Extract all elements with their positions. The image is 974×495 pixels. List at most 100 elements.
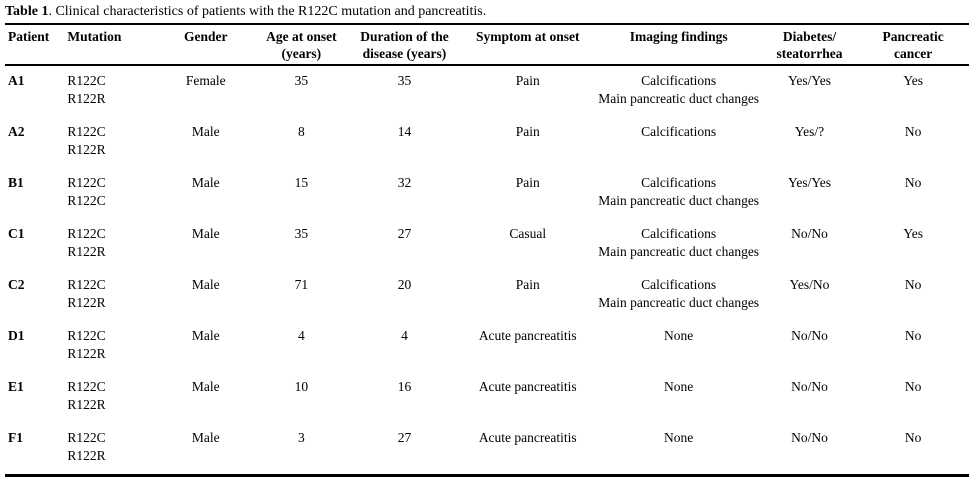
- column-header-line: cancer: [894, 46, 933, 61]
- cell-gender: Female: [185, 73, 226, 88]
- cell-imaging-line: Calcifications: [641, 124, 717, 139]
- cell-imaging-line: Calcifications: [641, 226, 717, 241]
- cell-cancer: Yes: [903, 73, 923, 88]
- cell-imaging: Calcifications Main pancreatic duct chang…: [596, 168, 762, 219]
- cell-duration: 14: [397, 124, 412, 139]
- cell-diabetes: No/No: [791, 328, 828, 343]
- table-row: D1 R122C R122R Male 4 4 Acute pancreatitis None…: [5, 321, 969, 372]
- cell-imaging: Calcifications Main pancreatic duct chang…: [596, 270, 762, 321]
- table-body: A1 R122C R122R Female 35 35 Pain Calcifications…: [5, 65, 969, 476]
- cell-gender: Male: [191, 430, 220, 445]
- cell-imaging-line: Calcifications: [641, 277, 717, 292]
- cell-imaging: Calcifications Main pancreatic duct chang…: [596, 65, 762, 117]
- table-row: C2 R122C R122R Male 71 20 Pain Calcifications Ma…: [5, 270, 969, 321]
- cell-mutation-line: R122R: [67, 448, 106, 463]
- cell-patient: A2: [8, 124, 25, 139]
- cell-cancer: No: [904, 430, 922, 445]
- cell-patient: D1: [8, 328, 25, 343]
- column-header-gender: Gender: [157, 25, 254, 66]
- cell-gender: Male: [191, 175, 220, 190]
- cell-mutation-line: R122R: [67, 346, 106, 361]
- cell-gender: Male: [191, 328, 220, 343]
- cell-cancer: Yes: [903, 226, 923, 241]
- cell-mutation-line: R122C: [67, 430, 106, 445]
- cell-symptom: Pain: [515, 175, 540, 190]
- cell-duration: 32: [397, 175, 412, 190]
- column-header-line: disease (years): [362, 46, 447, 61]
- column-header-symptom: Symptom at onset: [459, 25, 596, 66]
- column-header-line: Diabetes/: [782, 29, 837, 44]
- cell-mutation-line: R122R: [67, 91, 106, 106]
- cell-duration: 35: [397, 73, 412, 88]
- cell-mutation-line: R122C: [67, 379, 106, 394]
- cell-patient: B1: [8, 175, 24, 190]
- column-header-line: Imaging findings: [629, 29, 728, 44]
- cell-patient: E1: [8, 379, 24, 394]
- cell-symptom: Casual: [509, 226, 547, 241]
- cell-diabetes: Yes/No: [789, 277, 830, 292]
- column-header-line: Mutation: [67, 29, 122, 44]
- column-header-imaging: Imaging findings: [595, 25, 762, 66]
- clinical-characteristics-table: Patient Mutation Gender Age at onset (years)…: [5, 25, 969, 477]
- cell-imaging-line: Main pancreatic duct changes: [598, 91, 760, 106]
- cell-age_at_onset: 8: [297, 124, 305, 139]
- cell-cancer: No: [904, 379, 922, 394]
- table-caption: Table 1. Clinical characteristics of pat…: [5, 3, 969, 25]
- cell-cancer: No: [904, 277, 922, 292]
- cell-age_at_onset: 71: [294, 277, 309, 292]
- cell-age_at_onset: 10: [294, 379, 309, 394]
- cell-gender: Male: [191, 124, 220, 139]
- table-row: B1 R122C R122C Male 15 32 Pain Calcifications Ma…: [5, 168, 969, 219]
- cell-mutation: R122C R122C: [61, 168, 158, 219]
- column-header-duration: Duration of the disease (years): [349, 25, 460, 66]
- cell-mutation-line: R122R: [67, 397, 106, 412]
- cell-imaging-line: Calcifications: [641, 175, 717, 190]
- cell-diabetes: Yes/Yes: [787, 73, 831, 88]
- cell-patient: F1: [8, 430, 23, 445]
- cell-age_at_onset: 15: [294, 175, 309, 190]
- column-header-line: Duration of the: [360, 29, 449, 44]
- cell-age_at_onset: 35: [294, 226, 309, 241]
- cell-duration: 27: [397, 430, 412, 445]
- cell-mutation-line: R122R: [67, 295, 106, 310]
- cell-patient: C1: [8, 226, 25, 241]
- cell-symptom: Acute pancreatitis: [478, 379, 577, 394]
- cell-imaging: Calcifications: [596, 117, 762, 168]
- cell-imaging: None: [596, 321, 762, 372]
- cell-patient: A1: [8, 73, 25, 88]
- cell-imaging-line: Main pancreatic duct changes: [598, 244, 760, 259]
- column-header-line: Patient: [8, 29, 50, 44]
- column-header-line: Symptom at onset: [475, 29, 580, 44]
- table-row: A2 R122C R122R Male 8 14 Pain Calcifications Yes…: [5, 117, 969, 168]
- column-header-mutation: Mutation: [61, 25, 158, 66]
- column-header-age_at_onset: Age at onset (years): [253, 25, 350, 66]
- table-header-row: Patient Mutation Gender Age at onset (years)…: [5, 25, 969, 66]
- cell-age_at_onset: 4: [297, 328, 305, 343]
- cell-mutation-line: R122C: [67, 124, 106, 139]
- cell-diabetes: Yes/Yes: [787, 175, 831, 190]
- cell-cancer: No: [904, 124, 922, 139]
- cell-symptom: Pain: [515, 277, 540, 292]
- cell-symptom: Pain: [515, 73, 540, 88]
- table-caption-text: . Clinical characteristics of patients w…: [48, 4, 487, 19]
- column-header-line: Age at onset: [266, 29, 337, 44]
- cell-diabetes: No/No: [791, 379, 828, 394]
- cell-imaging: None: [596, 423, 762, 476]
- cell-mutation-line: R122R: [67, 244, 106, 259]
- cell-gender: Male: [191, 226, 220, 241]
- cell-imaging-line: None: [664, 430, 694, 445]
- cell-duration: 27: [397, 226, 412, 241]
- table-row: E1 R122C R122R Male 10 16 Acute pancreatitis No…: [5, 372, 969, 423]
- cell-mutation-line: R122C: [67, 277, 106, 292]
- cell-duration: 20: [397, 277, 412, 292]
- cell-mutation: R122C R122R: [61, 219, 158, 270]
- cell-imaging-line: None: [664, 379, 694, 394]
- column-header-cancer: Pancreatic cancer: [857, 25, 969, 66]
- cell-mutation: R122C R122R: [61, 270, 158, 321]
- cell-imaging-line: Main pancreatic duct changes: [598, 295, 760, 310]
- table-row: A1 R122C R122R Female 35 35 Pain Calcifications…: [5, 65, 969, 117]
- column-header-line: (years): [281, 46, 322, 61]
- cell-mutation-line: R122C: [67, 175, 106, 190]
- cell-patient: C2: [8, 277, 25, 292]
